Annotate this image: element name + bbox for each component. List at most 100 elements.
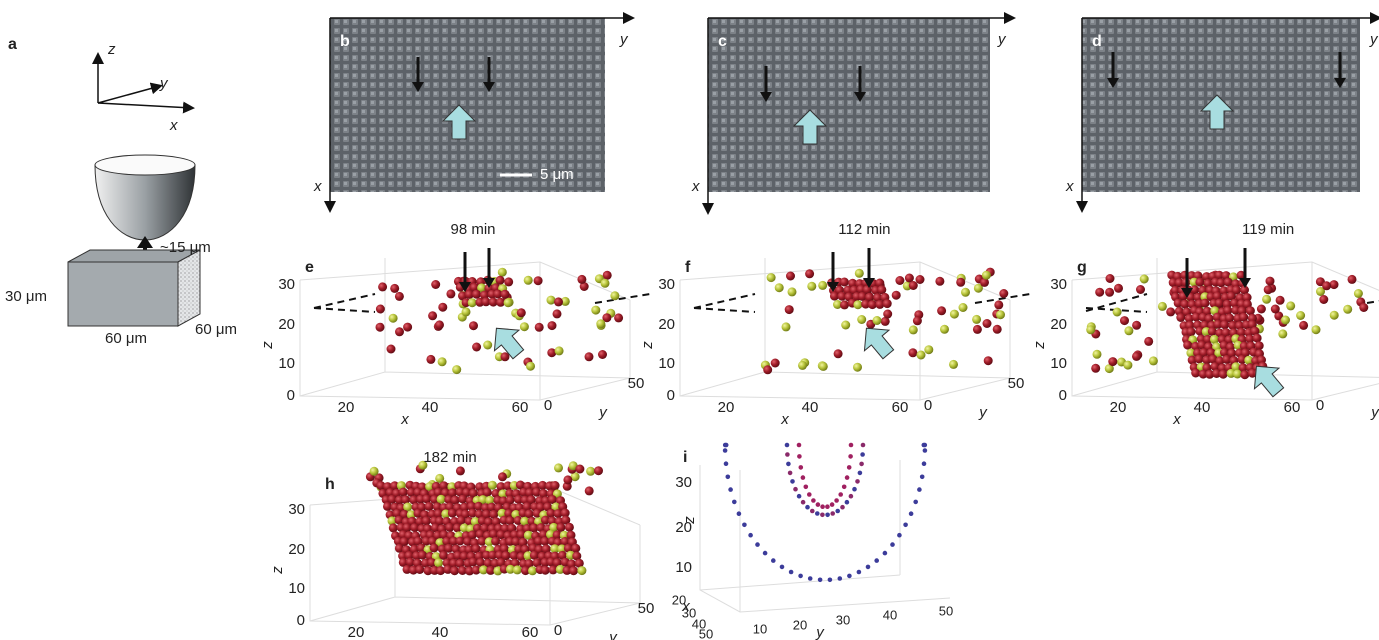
green-particle [452,365,462,375]
green-particle [1231,362,1241,372]
red-particle [422,494,432,504]
x-tick-label: 20 [672,592,686,607]
red-particle [488,550,498,560]
red-particle [614,313,624,323]
axis-label: x [169,117,178,134]
red-particle [452,523,462,533]
x-axis-label: x [410,636,419,640]
trace-point [903,522,908,528]
red-particle [491,489,501,498]
red-particle [1208,354,1218,364]
red-particle [1240,285,1249,295]
green-particle [854,268,864,278]
green-particle [596,319,606,329]
red-particle [444,495,454,505]
red-particle [1299,320,1309,330]
red-particle [489,529,499,539]
x-tick-label: 40 [692,616,706,631]
x-tick-label: 60 [1284,399,1301,416]
trace-point [797,454,802,459]
red-particle [882,299,892,309]
green-particle [1281,315,1290,325]
red-particle [541,515,550,525]
trace-point [807,492,812,497]
red-particle [395,327,404,337]
objective-top [94,154,196,176]
green-particle [487,480,497,490]
green-particle [908,325,918,335]
red-particle [501,551,511,561]
z-tick-label: 0 [287,387,295,404]
red-particle [392,508,402,518]
red-particle [550,481,560,490]
trace-point [762,550,768,556]
red-particle [413,508,423,518]
red-particle [386,344,396,354]
trace-point [796,493,802,499]
red-particle [1227,348,1237,358]
trace-point [865,564,871,570]
green-particle [774,283,784,293]
dashed-line [1366,300,1379,304]
red-particle [1166,307,1176,317]
red-particle [1270,304,1280,314]
axis-arrow [97,101,195,114]
red-particle [415,565,425,574]
red-particle [915,275,925,284]
green-particle [528,566,537,576]
green-particle [477,283,487,293]
red-particle [413,536,423,546]
z-tick-label: 10 [288,580,305,597]
red-particle [427,558,437,568]
red-particle [433,487,443,497]
red-particle [445,522,455,532]
trace-point [728,487,733,492]
trace-point [798,465,804,470]
trace-point [844,475,850,480]
red-particle [1187,355,1197,365]
trace-point [840,504,845,510]
red-particle [429,543,439,553]
red-particle [865,292,875,302]
red-particle [1214,270,1224,280]
panel-label: c [718,33,727,50]
red-particle [556,522,566,532]
trace-point [725,474,731,480]
trace-point [921,461,927,467]
red-particle [552,309,562,319]
green-particle [610,291,620,301]
height-label: 30 μm [5,288,47,305]
red-particle [469,282,479,292]
trace-point [908,511,914,516]
green-particle [781,322,791,332]
red-particle [579,282,589,291]
red-particle [1212,291,1222,301]
y-axis-label: y [978,404,988,421]
red-particle [1184,314,1194,323]
red-particle [474,501,484,511]
z-axis-label: z [1031,341,1048,350]
red-particle [561,515,571,525]
green-particle [483,340,493,350]
green-particle [972,314,982,324]
trace-point [859,461,864,467]
red-particle [833,349,843,359]
red-particle [443,564,453,574]
trace-point [771,558,776,563]
green-particle [872,316,882,325]
black-arrow-head [483,82,495,92]
blue-arrow [1199,94,1235,130]
red-particle [394,543,404,553]
red-particle [534,322,544,332]
red-particle [375,322,385,332]
red-particle [488,297,498,307]
red-particle [548,565,558,575]
red-particle [534,544,544,554]
red-particle [458,566,467,575]
red-particle [1190,285,1200,295]
red-particle [449,558,459,568]
trace-point [779,564,785,570]
red-particle [1223,306,1233,315]
red-particle [839,277,849,287]
plot-title: 112 min [838,221,890,238]
